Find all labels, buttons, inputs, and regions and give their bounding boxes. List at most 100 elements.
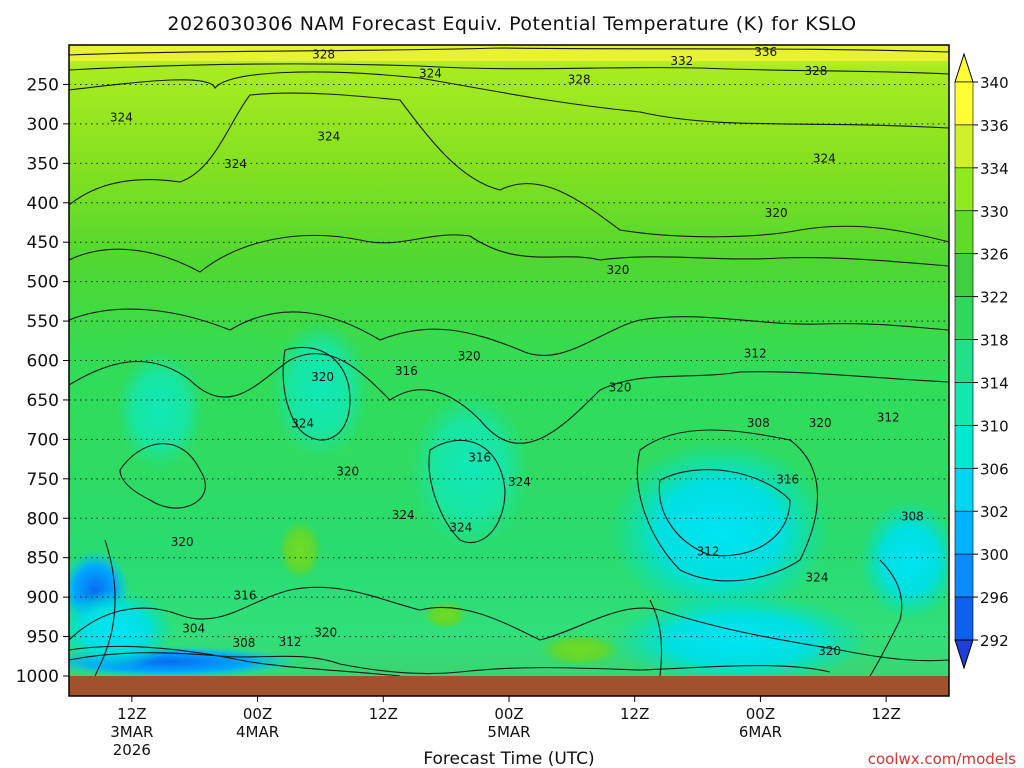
colorbar-bin <box>954 382 974 426</box>
contour-label: 320 <box>809 416 832 430</box>
colorbar-bin <box>954 81 974 126</box>
colorbar-label: 314 <box>980 374 1009 392</box>
colorbar-label: 296 <box>980 589 1009 607</box>
y-tick-label: 650 <box>27 391 59 411</box>
y-tick-label: 750 <box>27 470 59 490</box>
colorbar-bottom-arrow <box>954 639 974 670</box>
contour-label: 328 <box>568 73 591 87</box>
theta-e-field <box>69 45 949 696</box>
contour-label: 324 <box>110 111 133 125</box>
x-tick-label: 12Z <box>369 705 398 723</box>
contour-label: 316 <box>234 589 257 603</box>
plot-area <box>69 45 949 696</box>
cyan-region-west <box>69 590 175 670</box>
ground-surface <box>69 676 949 696</box>
x-tick-label: 00Z <box>746 705 775 723</box>
contour-332 <box>69 63 949 75</box>
contour-324-upper <box>69 92 949 243</box>
y-tick-label: 250 <box>27 75 59 95</box>
contour-label: 308 <box>901 510 924 524</box>
contour-frontal-west <box>94 539 116 677</box>
contour-frontal-far-east <box>869 559 903 677</box>
contour-316-b <box>282 346 351 441</box>
colorbar-bin <box>954 210 974 254</box>
x-tick-day: 5MAR <box>487 723 530 741</box>
contour-label: 316 <box>776 473 799 487</box>
cyan-region-east <box>610 440 830 620</box>
y-tick-label: 850 <box>27 549 59 569</box>
colorbar-label: 306 <box>980 460 1009 478</box>
contour-label: 316 <box>395 364 418 378</box>
x-tick-label: 12Z <box>117 705 146 723</box>
contour-label: 320 <box>314 626 337 640</box>
x-tick-label: 00Z <box>243 705 272 723</box>
contour-label: 324 <box>449 521 472 535</box>
x-tick-label: 12Z <box>620 705 649 723</box>
colorbar-bin <box>954 253 974 297</box>
y-tick-label: 300 <box>27 115 59 135</box>
colorbar-bin <box>954 596 974 641</box>
colorbar-label: 334 <box>980 160 1009 178</box>
contour-label: 336 <box>754 45 777 59</box>
colorbar-label: 336 <box>980 117 1009 135</box>
x-tick-year: 2026 <box>113 741 151 759</box>
y-tick-label: 1000 <box>16 667 59 687</box>
colorbar-top-arrow <box>954 52 974 83</box>
contour-label: 328 <box>312 47 335 61</box>
y-tick-label: 900 <box>27 588 59 608</box>
contour-label: 320 <box>458 349 481 363</box>
colorbar-label: 302 <box>980 503 1009 521</box>
contour-label: 320 <box>606 263 629 277</box>
contour-label: 308 <box>232 636 255 650</box>
chart-title: 2026030306 NAM Forecast Equiv. Potential… <box>167 13 856 35</box>
teal-region-far-east <box>860 500 949 620</box>
colorbar-label: 340 <box>980 74 1009 92</box>
contour-label: 320 <box>818 644 841 658</box>
y-axis: 250 300 350 400 450 500 550 600 650 700 750 800 850 9… <box>16 75 69 687</box>
colorbar-bin <box>954 296 974 340</box>
contour-label: 312 <box>697 544 720 558</box>
colorbar-bin <box>954 339 974 383</box>
x-tick-label: 12Z <box>871 705 900 723</box>
colorbar-bin <box>954 425 974 469</box>
contour-324-low <box>69 586 949 662</box>
contour-label: 324 <box>813 152 836 166</box>
y-tick-label: 950 <box>27 628 59 648</box>
colorbar-label: 310 <box>980 417 1009 435</box>
contour-328 <box>69 71 949 129</box>
contour-lines <box>69 47 949 677</box>
y-tick-label: 550 <box>27 312 59 332</box>
contour-label: 324 <box>291 417 314 431</box>
contour-label: 312 <box>744 346 767 360</box>
contour-label: 324 <box>419 66 442 80</box>
contour-label: 320 <box>336 465 359 479</box>
contour-label: 320 <box>765 206 788 220</box>
gridlines <box>69 83 949 638</box>
credit-text: coolwx.com/models <box>868 750 1016 768</box>
x-tick-label: 00Z <box>494 705 523 723</box>
contour-label: 308 <box>747 416 770 430</box>
contour-label: 324 <box>806 570 829 584</box>
x-tick-day: 4MAR <box>236 723 279 741</box>
contour-320-mid <box>69 353 949 444</box>
cyan-region-east-low <box>610 595 870 685</box>
y-tick-label: 600 <box>27 352 59 372</box>
colorbar-label: 322 <box>980 289 1009 307</box>
colorbar-label: 292 <box>980 632 1009 650</box>
colorbar-bin <box>954 468 974 512</box>
contour-label: 324 <box>508 475 531 489</box>
y-tick-label: 800 <box>27 509 59 529</box>
colorbar-bin <box>954 124 974 169</box>
contour-labels: 328 336 332 328 324 328 324 324 324 324 320 320 312 3… <box>110 45 924 658</box>
y-tick-label: 500 <box>27 273 59 293</box>
y-tick-label: 400 <box>27 194 59 214</box>
contour-label: 312 <box>279 635 302 649</box>
contour-label: 320 <box>311 370 334 384</box>
colorbar-label: 326 <box>980 246 1009 264</box>
contour-320-low <box>69 652 831 675</box>
contour-label: 324 <box>317 129 340 143</box>
contour-label: 316 <box>468 451 491 465</box>
contour-320 <box>69 308 949 356</box>
